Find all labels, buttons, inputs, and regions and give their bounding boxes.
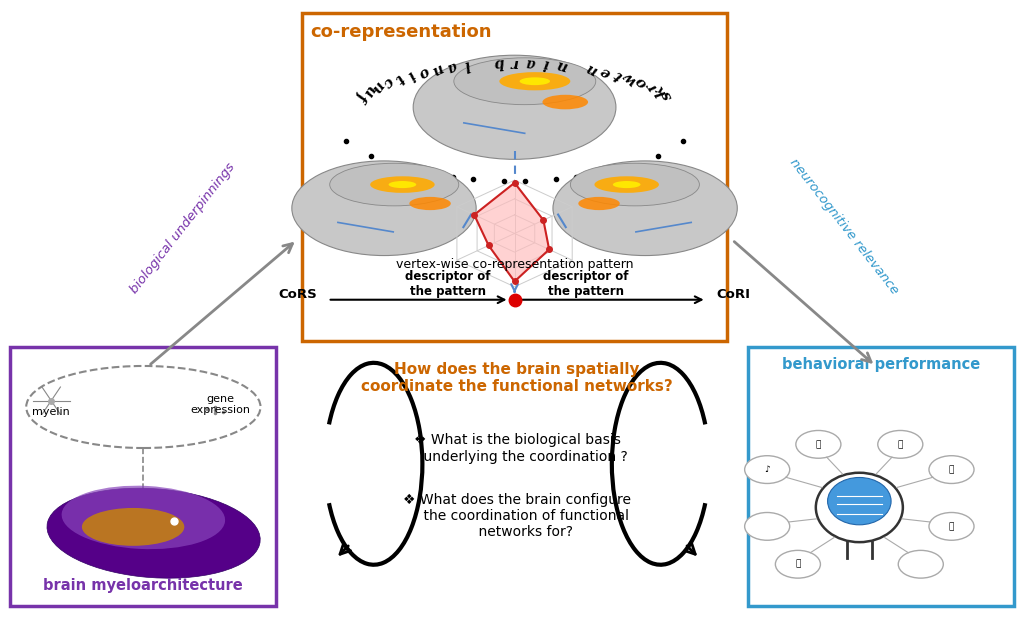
Text: ❖ What is the biological basis
    underlying the coordination ?: ❖ What is the biological basis underlyin… [407,433,628,464]
Text: k: k [651,83,669,99]
Circle shape [898,550,943,578]
Ellipse shape [579,197,620,210]
Circle shape [744,512,790,540]
Text: b: b [493,56,505,70]
Ellipse shape [47,488,260,578]
Text: gene
expression: gene expression [190,394,250,415]
Text: t: t [391,71,406,86]
Circle shape [744,456,790,483]
Ellipse shape [292,161,476,256]
Text: o: o [633,74,650,90]
Ellipse shape [570,163,699,206]
Ellipse shape [371,176,435,193]
Text: w: w [622,69,640,88]
Text: n: n [555,57,569,73]
Text: n: n [584,60,599,78]
Circle shape [796,430,841,458]
Ellipse shape [413,55,615,159]
Text: vertex-wise co-representation pattern: vertex-wise co-representation pattern [396,258,633,271]
Text: ♪: ♪ [764,465,770,474]
Text: n: n [430,60,445,78]
Ellipse shape [410,197,451,210]
Ellipse shape [61,486,225,549]
Ellipse shape [612,181,641,188]
Text: t: t [611,67,626,82]
Text: r: r [511,56,518,69]
Polygon shape [474,183,549,281]
FancyBboxPatch shape [748,347,1014,606]
Text: s: s [659,89,676,102]
Text: neurocognitive relevance: neurocognitive relevance [786,156,901,297]
Text: 💬: 💬 [898,440,903,449]
Text: c: c [379,74,395,90]
Text: CoRS: CoRS [279,288,317,302]
Text: e: e [598,63,613,80]
Text: 📋: 📋 [816,440,821,449]
Ellipse shape [594,176,659,193]
Text: u: u [360,83,378,99]
Ellipse shape [519,78,550,85]
Ellipse shape [827,478,891,525]
Ellipse shape [454,58,596,105]
Ellipse shape [82,508,184,546]
FancyBboxPatch shape [10,347,276,606]
Text: i: i [404,68,417,82]
Ellipse shape [543,95,588,109]
Text: a: a [445,59,459,75]
Ellipse shape [816,473,903,542]
Ellipse shape [330,163,459,206]
Text: r: r [644,79,659,93]
Text: brain myeloarchitecture: brain myeloarchitecture [43,578,244,593]
Text: o: o [416,63,432,80]
Text: co-representation: co-representation [310,23,492,40]
Ellipse shape [553,161,737,256]
Text: descriptor of
the pattern: descriptor of the pattern [544,270,629,298]
Circle shape [929,512,974,540]
FancyBboxPatch shape [302,13,727,341]
Ellipse shape [388,181,416,188]
Text: a: a [525,56,536,70]
Text: i: i [543,56,550,71]
Text: n: n [369,78,386,95]
Text: l: l [463,57,472,73]
Circle shape [775,550,820,578]
Text: ❖ What does the brain configure
    the coordination of functional
    networks : ❖ What does the brain configure the coor… [403,493,631,540]
Text: 📖: 📖 [796,560,801,569]
Ellipse shape [500,72,570,90]
Text: f: f [353,90,369,102]
Text: 🚶: 🚶 [949,522,954,531]
Text: descriptor of
the pattern: descriptor of the pattern [406,270,490,298]
Text: myelin: myelin [33,406,70,416]
Circle shape [878,430,923,458]
Text: How does the brain spatially
coordinate the functional networks?: How does the brain spatially coordinate … [361,362,673,394]
Circle shape [929,456,974,483]
Text: biological underpinnings: biological underpinnings [127,161,238,297]
Text: behavioral performance: behavioral performance [781,357,980,372]
Text: 👁: 👁 [949,465,954,474]
Text: CoRI: CoRI [717,288,751,302]
